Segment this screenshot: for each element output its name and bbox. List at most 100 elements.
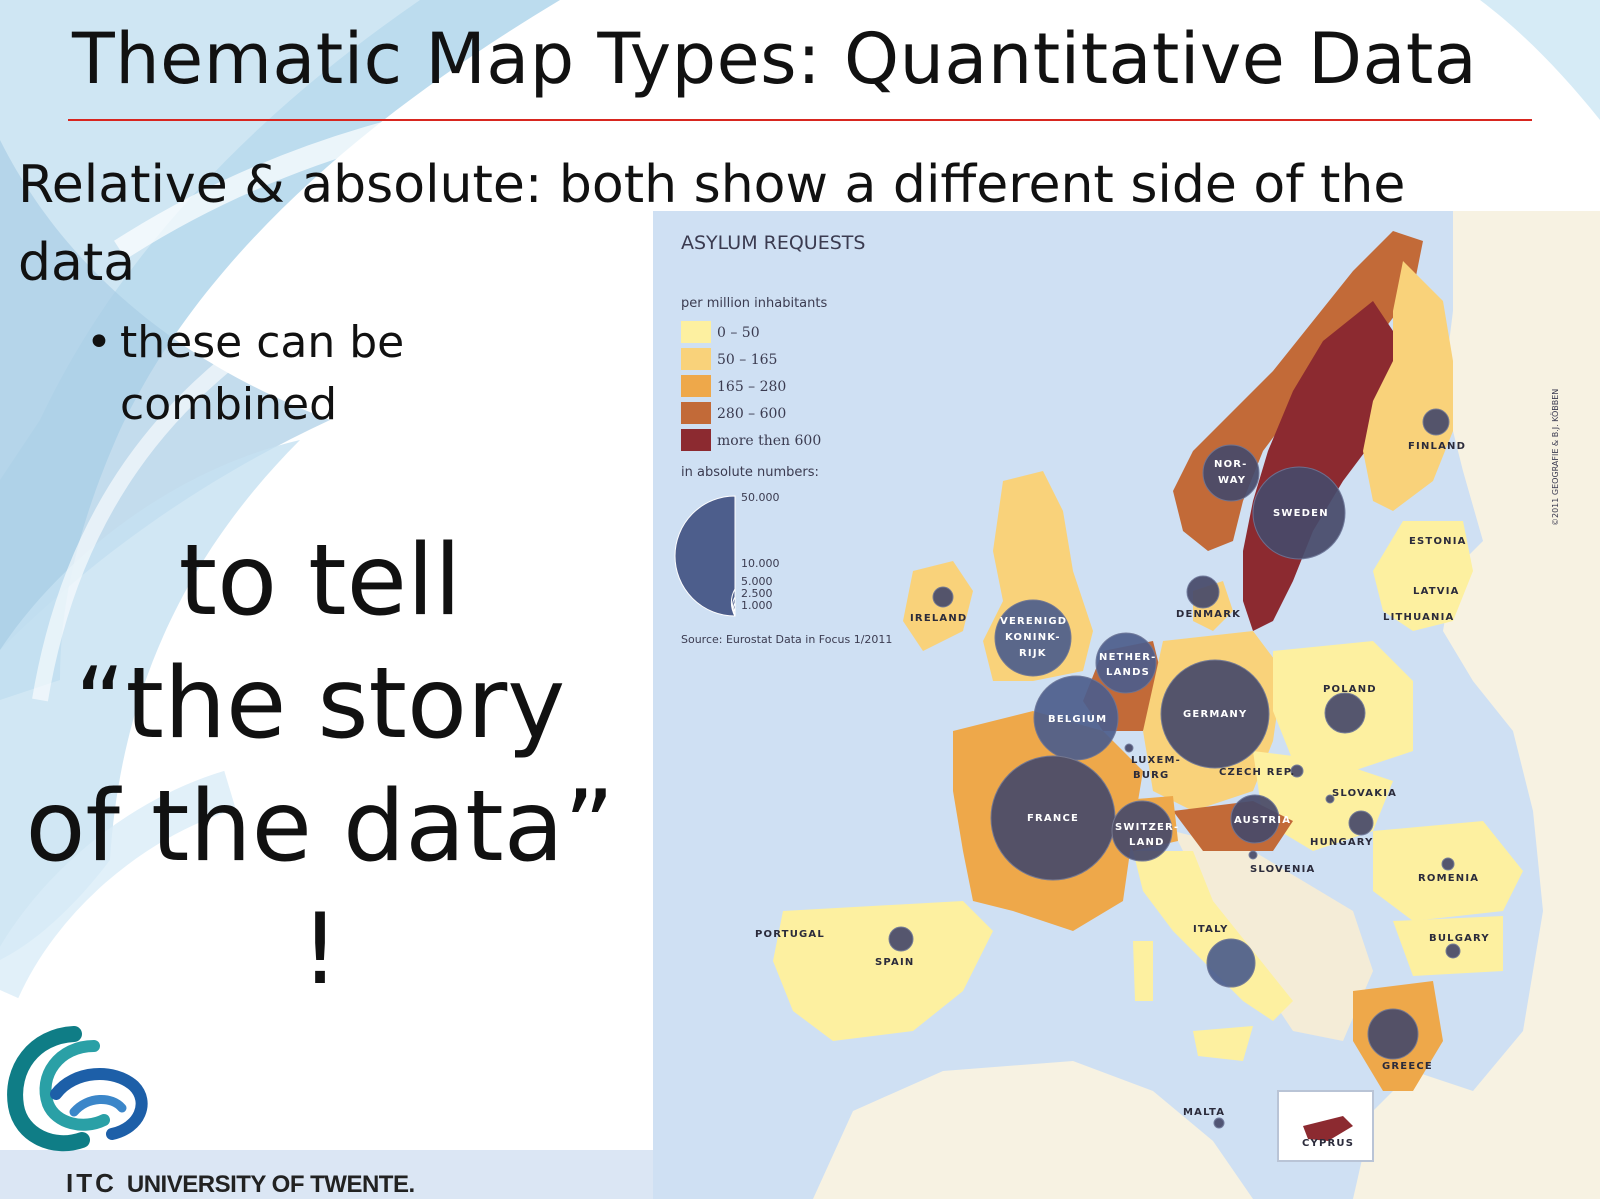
label-hungary: HUNGARY: [1310, 837, 1374, 848]
bullet-dot: •: [86, 317, 112, 368]
institution-name: UNIVERSITY OF TWENTE.: [126, 1171, 415, 1198]
legend-symbol-1000: [733, 607, 736, 617]
legend-value-5: 1.000: [741, 599, 773, 612]
label-uk-3: RIJK: [1019, 648, 1047, 659]
legend-value-3: 5.000: [741, 575, 773, 588]
symbol-uk: [994, 599, 1072, 677]
story-line-1: to tell: [178, 524, 462, 638]
story-line-3: of the data”: [25, 770, 615, 884]
symbol-austria: [1230, 794, 1280, 844]
label-norway-2: WAY: [1218, 475, 1246, 486]
label-estonia: ESTONIA: [1409, 536, 1467, 547]
label-romania: ROMENIA: [1418, 873, 1479, 884]
legend-classes: 0 – 50 50 – 165 165 – 280 280 – 600 more the…: [681, 321, 821, 451]
symbol-hungary: [1348, 810, 1374, 836]
bullet-text: these can be combined: [120, 317, 405, 430]
symbol-romania: [1441, 857, 1455, 871]
symbol-malta: [1213, 1117, 1225, 1129]
label-germany: GERMANY: [1183, 709, 1247, 720]
country-romania: [1373, 821, 1523, 921]
story-line-2: “the story: [74, 647, 566, 761]
legend-symbol-50000: [674, 495, 736, 617]
legend-value-4: 2.500: [741, 587, 773, 600]
country-finland: [1363, 261, 1453, 511]
legend-class-label: more then 600: [717, 433, 821, 449]
label-greece: GREECE: [1382, 1061, 1433, 1072]
label-switzerland-2: LAND: [1129, 837, 1165, 848]
map-canvas: ASYLUM REQUESTS per million inhabitants …: [653, 211, 1600, 1199]
legend-swatch: [681, 402, 711, 424]
map-legend: ASYLUM REQUESTS per million inhabitants …: [674, 232, 892, 646]
symbol-spain: [888, 926, 914, 952]
label-france: FRANCE: [1027, 813, 1079, 824]
country-baltics: [1373, 521, 1473, 631]
label-uk-2: KONINK-: [1005, 632, 1061, 643]
itc-wordmark: ITC: [66, 1168, 117, 1198]
symbol-luxembourg: [1124, 743, 1134, 753]
label-italy: ITALY: [1193, 924, 1229, 935]
symbol-greece: [1367, 1008, 1419, 1060]
label-finland: FINLAND: [1408, 441, 1466, 452]
legend-swatch: [681, 375, 711, 397]
label-poland: POLAND: [1323, 684, 1377, 695]
symbol-slovenia: [1248, 850, 1258, 860]
label-austria: AUSTRIA: [1234, 815, 1291, 826]
land-north-africa: [813, 1061, 1253, 1199]
legend-class-label: 0 – 50: [717, 325, 760, 341]
country-labels: NOR- WAY SWEDEN FINLAND ESTONIA LATVIA L…: [755, 441, 1490, 1149]
asylum-requests-map: ASYLUM REQUESTS per million inhabitants …: [653, 211, 1600, 1199]
label-spain: SPAIN: [875, 957, 914, 968]
label-bulgaria: BULGARY: [1429, 933, 1490, 944]
label-uk-1: VERENIGD: [1000, 616, 1067, 627]
symbol-ireland: [932, 586, 954, 608]
label-cyprus: CYPRUS: [1302, 1138, 1354, 1149]
story-line-4: !: [300, 893, 340, 1007]
label-malta: MALTA: [1183, 1107, 1225, 1118]
label-czech: CZECH REP.: [1219, 767, 1295, 778]
map-source: Source: Eurostat Data in Focus 1/2011: [681, 633, 892, 646]
legend-class-label: 165 – 280: [717, 379, 786, 395]
label-lithuania: LITHUANIA: [1383, 612, 1454, 623]
legend-class-label: 280 – 600: [717, 406, 786, 422]
proportional-symbols: [888, 408, 1461, 1129]
label-denmark: DENMARK: [1176, 609, 1241, 620]
label-belgium: BELGIUM: [1048, 714, 1107, 725]
land-nonmember-east: [1353, 211, 1600, 1199]
title-divider: [68, 119, 1532, 121]
legend-class-label: 50 – 165: [717, 352, 777, 368]
symbol-slovakia: [1325, 794, 1335, 804]
slide-title: Thematic Map Types: Quantitative Data: [72, 18, 1478, 100]
label-slovenia: SLOVENIA: [1250, 864, 1315, 875]
label-netherlands-1: NETHER-: [1099, 652, 1156, 663]
symbol-netherlands: [1095, 632, 1157, 694]
label-slovakia: SLOVAKIA: [1332, 788, 1397, 799]
symbol-switzerland: [1111, 800, 1173, 862]
map-title: ASYLUM REQUESTS: [681, 232, 865, 254]
symbol-denmark: [1186, 575, 1220, 609]
legend-symbol-title: in absolute numbers:: [681, 465, 819, 480]
symbol-sweden: [1252, 466, 1346, 560]
story-callout: to tell “the story of the data” !: [20, 520, 620, 1012]
legend-value-1: 50.000: [741, 491, 780, 504]
country-iberia: [773, 901, 993, 1041]
label-portugal: PORTUGAL: [755, 929, 825, 940]
country-cyprus: [1303, 1116, 1353, 1141]
label-ireland: IRELAND: [910, 613, 967, 624]
symbol-bulgaria: [1445, 943, 1461, 959]
label-netherlands-2: LANDS: [1106, 667, 1150, 678]
legend-proportional-symbols: 50.000 10.000 5.000 2.500 1.000: [674, 491, 780, 617]
country-sicily: [1193, 1026, 1253, 1061]
label-norway-1: NOR-: [1214, 459, 1248, 470]
symbol-norway: [1202, 444, 1260, 502]
label-switzerland-1: SWITZER-: [1115, 822, 1179, 833]
legend-swatch: [681, 429, 711, 451]
map-copyright: ©2011 GEOGRAFIE & B.J. KÖBBEN: [1550, 389, 1560, 526]
country-italy: [1133, 851, 1293, 1021]
label-luxembourg-2: BURG: [1133, 770, 1169, 781]
slide-subtitle: Relative & absolute: both show a differe…: [18, 155, 1406, 293]
itc-logo: [7, 1026, 148, 1152]
label-latvia: LATVIA: [1413, 586, 1460, 597]
symbol-poland: [1324, 692, 1366, 734]
legend-value-2: 10.000: [741, 557, 780, 570]
legend-swatch: [681, 321, 711, 343]
